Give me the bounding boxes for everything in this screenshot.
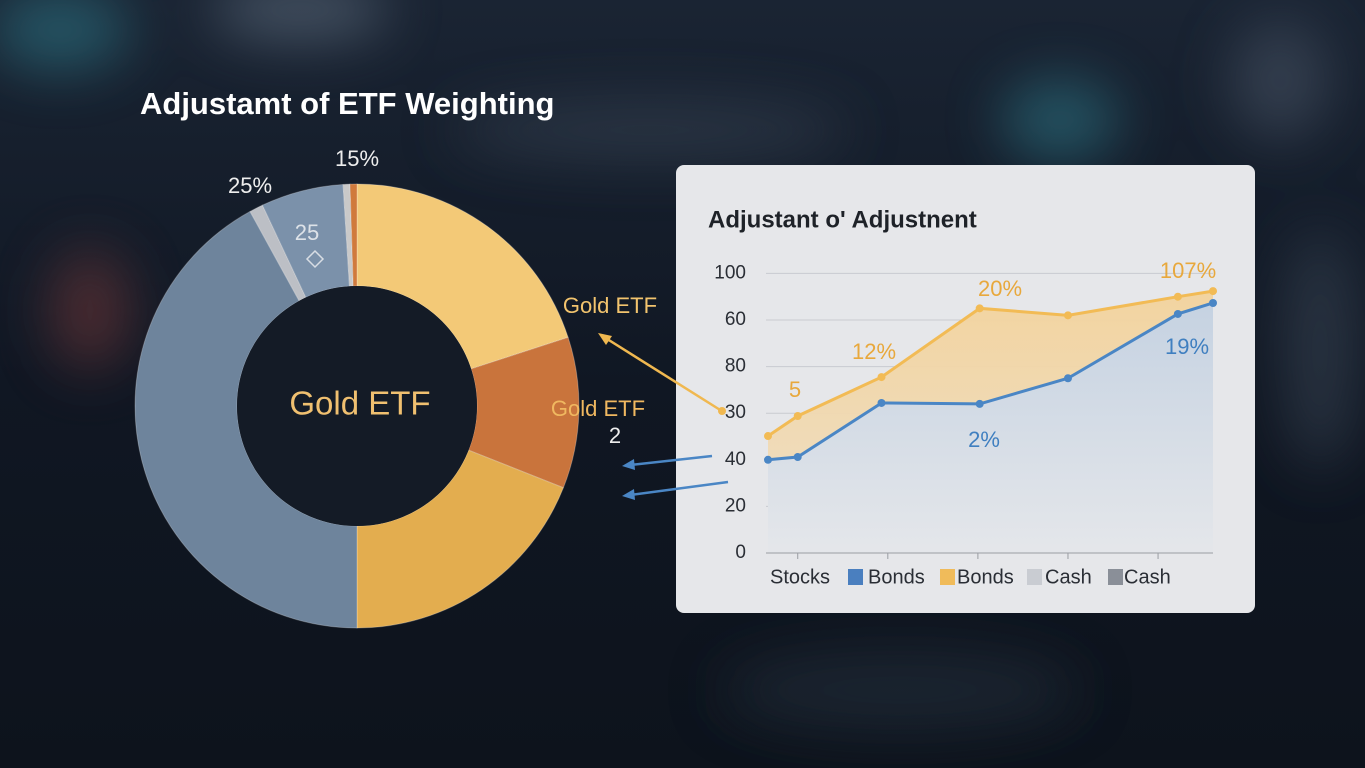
y-tick-label: 100 bbox=[714, 262, 746, 283]
bokeh bbox=[720, 650, 1080, 730]
series-marker bbox=[1209, 287, 1217, 296]
bokeh bbox=[1000, 80, 1120, 160]
bokeh bbox=[210, 0, 390, 40]
donut-annotation: 2 bbox=[609, 423, 621, 448]
series-marker bbox=[1063, 374, 1072, 383]
series-marker bbox=[1063, 311, 1072, 320]
legend-label: Cash bbox=[1124, 566, 1171, 588]
arrow bbox=[629, 480, 729, 497]
legend-swatch bbox=[1108, 569, 1123, 585]
donut-center-label: Gold ETF bbox=[289, 385, 430, 422]
data-annotation: 19% bbox=[1165, 334, 1209, 359]
y-tick-label: 30 bbox=[725, 402, 746, 423]
data-annotation: 107% bbox=[1160, 258, 1216, 283]
series-marker bbox=[1173, 292, 1182, 301]
arrow-head bbox=[622, 489, 635, 500]
legend-swatch bbox=[940, 569, 955, 585]
legend-label: Bonds bbox=[868, 566, 925, 588]
legend-label: Cash bbox=[1045, 566, 1092, 588]
series-marker bbox=[793, 411, 802, 420]
arrow-head bbox=[622, 459, 635, 470]
y-tick-label: 20 bbox=[725, 495, 746, 516]
arrow-dot bbox=[718, 407, 726, 415]
data-annotation: 5 bbox=[789, 377, 801, 402]
bokeh bbox=[450, 100, 850, 160]
legend-label: Bonds bbox=[957, 566, 1014, 588]
y-tick-label: 40 bbox=[725, 449, 746, 470]
arrow bbox=[603, 335, 726, 415]
y-tick-label: 60 bbox=[725, 309, 746, 330]
donut-annotation: Gold ETF bbox=[563, 293, 657, 318]
data-annotation: 12% bbox=[852, 339, 896, 364]
donut-annotation: 25 bbox=[295, 220, 319, 245]
donut-annotation: 25% bbox=[228, 173, 272, 198]
line-chart-title: Adjustant o' Adjustnent bbox=[708, 206, 977, 233]
bokeh bbox=[1280, 230, 1360, 470]
series-marker bbox=[975, 399, 984, 408]
series-marker bbox=[764, 432, 772, 441]
series-marker bbox=[877, 398, 886, 407]
series-area bbox=[768, 302, 1213, 553]
bokeh bbox=[0, 0, 130, 70]
bokeh bbox=[50, 250, 130, 370]
donut-annotation: 15% bbox=[335, 146, 379, 171]
data-annotation: 2% bbox=[968, 427, 1000, 452]
donut-title: Adjustamt of ETF Weighting bbox=[140, 86, 554, 121]
diamond-icon bbox=[305, 249, 325, 269]
series-marker bbox=[1173, 309, 1182, 318]
arrow bbox=[629, 454, 713, 467]
legend-label: Stocks bbox=[770, 566, 830, 588]
data-annotation: 20% bbox=[978, 276, 1022, 301]
connector-arrows bbox=[598, 333, 729, 500]
donut-hole bbox=[237, 286, 477, 526]
donut-annotation: Gold ETF bbox=[551, 396, 645, 421]
series-marker bbox=[877, 373, 886, 382]
series-marker bbox=[1209, 298, 1217, 307]
legend-swatch bbox=[1027, 569, 1042, 585]
legend-swatch bbox=[848, 569, 863, 585]
y-tick-label: 80 bbox=[725, 356, 746, 377]
series-marker bbox=[764, 455, 772, 464]
series-marker bbox=[975, 304, 984, 313]
background-bokeh bbox=[0, 0, 1360, 730]
y-tick-label: 0 bbox=[735, 542, 746, 563]
arrow-head bbox=[598, 333, 612, 345]
bokeh bbox=[1230, 20, 1330, 140]
series-marker bbox=[793, 453, 802, 462]
